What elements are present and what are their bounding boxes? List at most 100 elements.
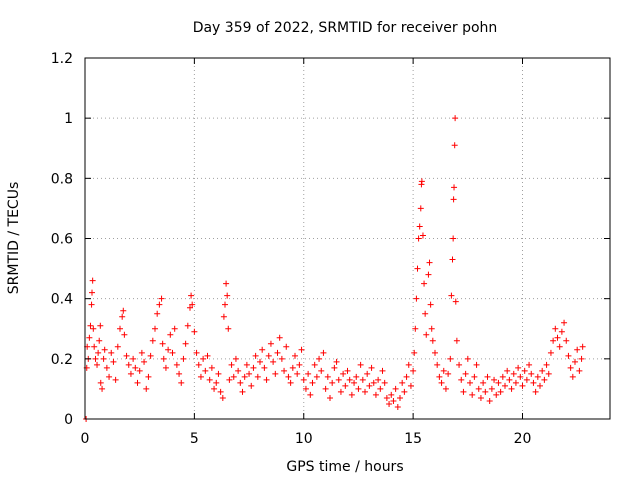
data-point bbox=[561, 319, 568, 326]
data-point bbox=[184, 322, 191, 329]
data-point bbox=[86, 334, 93, 341]
data-point bbox=[488, 385, 495, 392]
data-point bbox=[289, 364, 296, 371]
data-point bbox=[565, 352, 572, 359]
data-point bbox=[364, 370, 371, 377]
data-point bbox=[417, 205, 424, 212]
data-point bbox=[215, 370, 222, 377]
data-point bbox=[569, 373, 576, 380]
data-point bbox=[195, 361, 202, 368]
data-point bbox=[225, 325, 232, 332]
data-point bbox=[526, 361, 533, 368]
data-point bbox=[143, 385, 150, 392]
data-point bbox=[226, 376, 233, 383]
data-point bbox=[296, 361, 303, 368]
data-point bbox=[477, 394, 484, 401]
data-point bbox=[112, 376, 119, 383]
data-point bbox=[191, 328, 198, 335]
data-point bbox=[351, 379, 358, 386]
data-point bbox=[138, 349, 145, 356]
data-point bbox=[320, 349, 327, 356]
data-point bbox=[377, 385, 384, 392]
data-point bbox=[448, 292, 455, 299]
data-point bbox=[252, 352, 259, 359]
data-point bbox=[90, 325, 97, 332]
data-point bbox=[451, 142, 458, 149]
data-point bbox=[556, 343, 563, 350]
data-point bbox=[331, 364, 338, 371]
data-point bbox=[136, 367, 143, 374]
data-point bbox=[416, 223, 423, 230]
data-point bbox=[422, 310, 429, 317]
data-point bbox=[103, 364, 110, 371]
data-point bbox=[379, 367, 386, 374]
data-point bbox=[228, 361, 235, 368]
data-point bbox=[504, 367, 511, 374]
data-point bbox=[458, 376, 465, 383]
data-point bbox=[154, 310, 161, 317]
data-point bbox=[578, 355, 585, 362]
grid-layer bbox=[85, 58, 610, 419]
data-point bbox=[87, 322, 94, 329]
data-point bbox=[287, 379, 294, 386]
data-point bbox=[158, 295, 165, 302]
data-point bbox=[180, 355, 187, 362]
data-point bbox=[263, 376, 270, 383]
data-point bbox=[206, 376, 213, 383]
data-point bbox=[452, 115, 459, 122]
data-point bbox=[388, 391, 395, 398]
data-point bbox=[381, 379, 388, 386]
data-point bbox=[394, 403, 401, 410]
x-tick-label: 15 bbox=[404, 431, 422, 447]
data-point bbox=[344, 367, 351, 374]
data-point bbox=[147, 352, 154, 359]
data-point bbox=[547, 349, 554, 356]
data-point bbox=[415, 235, 422, 242]
data-point bbox=[353, 373, 360, 380]
data-point bbox=[89, 289, 95, 296]
data-point bbox=[193, 349, 200, 356]
data-point bbox=[309, 379, 316, 386]
data-point bbox=[152, 325, 158, 332]
data-point bbox=[550, 337, 557, 344]
data-point bbox=[510, 370, 517, 377]
data-point bbox=[414, 265, 421, 272]
data-points bbox=[83, 115, 586, 422]
y-tick-label: 1.2 bbox=[51, 51, 73, 67]
data-point bbox=[427, 301, 434, 308]
x-tick-label: 10 bbox=[295, 431, 313, 447]
data-point bbox=[156, 301, 163, 308]
data-point bbox=[283, 343, 290, 350]
data-point bbox=[307, 391, 314, 398]
data-point bbox=[484, 373, 491, 380]
data-point bbox=[101, 346, 108, 353]
data-point bbox=[523, 376, 530, 383]
data-point bbox=[362, 388, 368, 395]
data-point bbox=[329, 379, 336, 386]
data-point bbox=[125, 361, 132, 368]
data-point bbox=[462, 370, 469, 377]
data-point bbox=[120, 307, 127, 314]
data-point bbox=[311, 361, 318, 368]
data-point bbox=[130, 355, 137, 362]
data-point bbox=[576, 367, 583, 374]
data-point bbox=[248, 382, 255, 389]
data-point bbox=[117, 325, 123, 332]
data-point bbox=[272, 370, 279, 377]
data-point bbox=[449, 256, 456, 263]
data-point bbox=[403, 373, 410, 380]
data-point bbox=[346, 376, 353, 383]
x-tick-label: 5 bbox=[190, 431, 199, 447]
data-point bbox=[316, 355, 323, 362]
data-point bbox=[160, 355, 167, 362]
data-point bbox=[453, 337, 460, 344]
data-point bbox=[469, 391, 476, 398]
data-point bbox=[340, 370, 347, 377]
data-point bbox=[259, 346, 266, 353]
y-tick-label: 0.6 bbox=[51, 232, 73, 248]
data-point bbox=[460, 388, 467, 395]
data-point bbox=[285, 373, 292, 380]
data-point bbox=[386, 400, 393, 407]
data-point bbox=[411, 349, 418, 356]
